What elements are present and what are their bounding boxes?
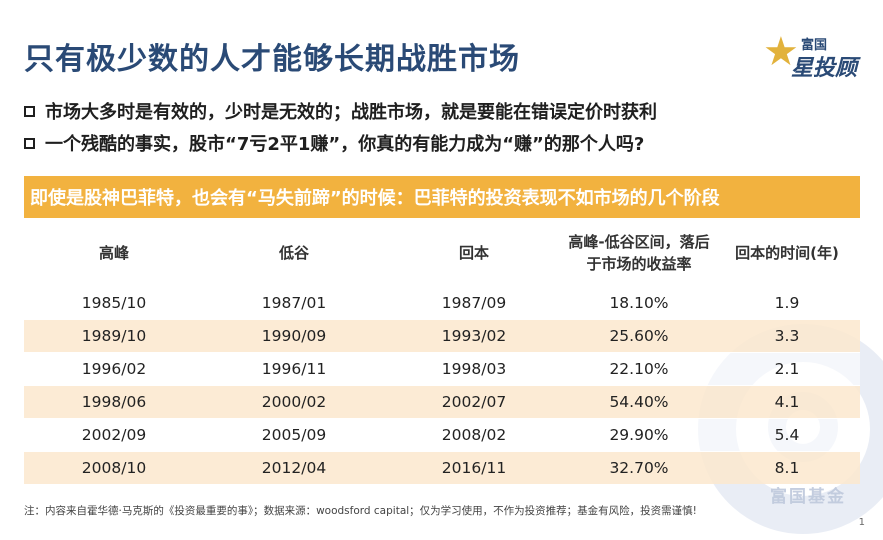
cell-underperformance: 25.60% (564, 318, 714, 352)
table-header-row: 高峰 低谷 回本 高峰-低谷区间，落后于市场的收益率 回本的时间(年) (24, 220, 860, 286)
header-underperformance-text: 高峰-低谷区间，落后于市场的收益率 (568, 232, 710, 273)
table-banner: 即使是股神巴菲特，也会有“马失前蹄”的时候：巴菲特的投资表现不如市场的几个阶段 (24, 176, 860, 218)
cell-recovery-time: 5.4 (714, 417, 860, 451)
cell-trough: 1987/01 (204, 285, 384, 319)
table-row: 2002/09 2005/09 2008/02 29.90% 5.4 (24, 417, 860, 451)
cell-recovery: 2008/02 (384, 417, 564, 451)
page-number: 1 (858, 517, 865, 528)
cell-underperformance: 22.10% (564, 351, 714, 385)
cell-trough: 2005/09 (204, 417, 384, 451)
star-icon: ★ (763, 29, 799, 75)
square-bullet-icon (24, 105, 35, 117)
cell-peak: 2008/10 (24, 450, 204, 484)
cell-recovery-time: 2.1 (714, 351, 860, 385)
cell-peak: 1998/06 (24, 384, 204, 418)
cell-peak: 1989/10 (24, 318, 204, 352)
table-row: 1996/02 1996/11 1998/03 22.10% 2.1 (24, 351, 860, 385)
cell-recovery-time: 8.1 (714, 450, 860, 484)
logo-line2: 星投顾 (791, 56, 858, 81)
bullet-text-2: 一个残酷的事实，股市“7亏2平1赚”，你真的有能力成为“赚”的那个人吗? (45, 134, 645, 155)
header-underperformance: 高峰-低谷区间，落后于市场的收益率 (564, 220, 714, 286)
cell-peak: 2002/09 (24, 417, 204, 451)
cell-recovery-time: 1.9 (714, 285, 860, 319)
header-trough: 低谷 (278, 243, 309, 262)
table-row: 1989/10 1990/09 1993/02 25.60% 3.3 (24, 318, 860, 352)
performance-table: 高峰 低谷 回本 高峰-低谷区间，落后于市场的收益率 回本的时间(年) 1985… (24, 220, 860, 484)
brand-logo: ★ 富国 星投顾 (763, 30, 863, 82)
cell-peak: 1985/10 (24, 285, 204, 319)
page-title: 只有极少数的人才能够长期战胜市场 (24, 42, 520, 77)
cell-recovery: 2002/07 (384, 384, 564, 418)
table-row: 1998/06 2000/02 2002/07 54.40% 4.1 (24, 384, 860, 418)
bullet-text-1: 市场大多时是有效的，少时是无效的；战胜市场，就是要能在错误定价时获利 (45, 102, 657, 123)
cell-recovery-time: 3.3 (714, 318, 860, 352)
cell-recovery: 2016/11 (384, 450, 564, 484)
cell-trough: 2000/02 (204, 384, 384, 418)
cell-underperformance: 54.40% (564, 384, 714, 418)
cell-recovery: 1998/03 (384, 351, 564, 385)
header-peak: 高峰 (98, 243, 129, 262)
cell-trough: 1996/11 (204, 351, 384, 385)
bullet-item-2: 一个残酷的事实，股市“7亏2平1赚”，你真的有能力成为“赚”的那个人吗? (24, 130, 644, 156)
logo-line1: 富国 (801, 38, 828, 53)
cell-recovery: 1987/09 (384, 285, 564, 319)
cell-underperformance: 29.90% (564, 417, 714, 451)
footnote: 注：内容来自霍华德·马克斯的《投资最重要的事》；数据来源：woodsford c… (24, 505, 697, 517)
header-recovery: 回本 (458, 243, 489, 262)
bullet-item-1: 市场大多时是有效的，少时是无效的；战胜市场，就是要能在错误定价时获利 (24, 98, 657, 124)
table-row: 2008/10 2012/04 2016/11 32.70% 8.1 (24, 450, 860, 484)
header-recovery-time: 回本的时间(年) (735, 243, 839, 262)
cell-recovery-time: 4.1 (714, 384, 860, 418)
cell-underperformance: 32.70% (564, 450, 714, 484)
cell-recovery: 1993/02 (384, 318, 564, 352)
table-row: 1985/10 1987/01 1987/09 18.10% 1.9 (24, 285, 860, 319)
cell-underperformance: 18.10% (564, 285, 714, 319)
cell-trough: 1990/09 (204, 318, 384, 352)
cell-trough: 2012/04 (204, 450, 384, 484)
cell-peak: 1996/02 (24, 351, 204, 385)
square-bullet-icon (24, 137, 35, 149)
watermark-text: 富国基金 (770, 487, 846, 507)
